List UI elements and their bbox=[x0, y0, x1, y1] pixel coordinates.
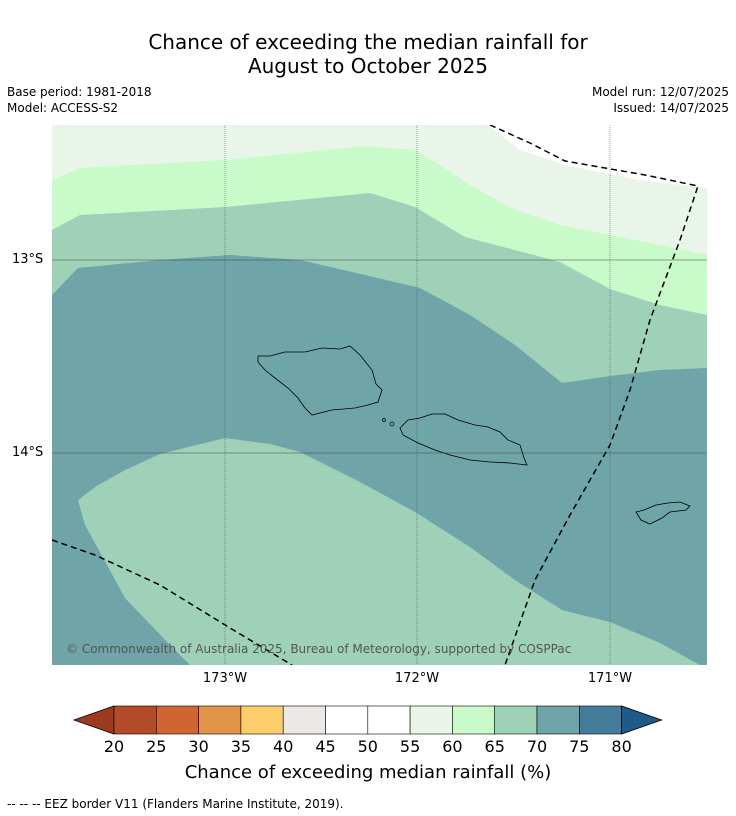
islet-manono bbox=[382, 418, 386, 422]
eez-border-north bbox=[489, 125, 699, 665]
lon-label-171w: 171°W bbox=[587, 671, 633, 686]
meta-right: Model run: 12/07/2025 Issued: 14/07/2025 bbox=[592, 84, 729, 116]
colorbar-segment bbox=[494, 705, 538, 735]
model-name: Model: ACCESS-S2 bbox=[7, 101, 119, 115]
colorbar-tick-label: 65 bbox=[484, 737, 505, 756]
colorbar-tick-label: 20 bbox=[103, 737, 125, 756]
lon-label-173w: 173°W bbox=[202, 671, 248, 686]
title-line-1: Chance of exceeding the median rainfall … bbox=[148, 30, 588, 54]
island-upolu-savaii bbox=[257, 345, 383, 416]
meta-left: Base period: 1981-2018 Model: ACCESS-S2 bbox=[7, 84, 152, 116]
colorbar-segment bbox=[113, 705, 157, 735]
copyright-text: © Commonwealth of Australia 2025, Bureau… bbox=[66, 642, 571, 656]
colorbar-segment bbox=[198, 705, 242, 735]
colorbar bbox=[72, 705, 663, 735]
map-panel bbox=[52, 125, 707, 665]
colorbar-segment bbox=[367, 705, 411, 735]
colorbar-segment bbox=[156, 705, 199, 735]
colorbar-segment bbox=[282, 705, 326, 735]
colorbar-tick-label: 35 bbox=[230, 737, 252, 756]
island-tutuila bbox=[635, 501, 691, 525]
band-65-70-south bbox=[52, 438, 700, 665]
colorbar-tick-label: 40 bbox=[273, 737, 294, 756]
colorbar-segment bbox=[240, 705, 284, 735]
colorbar-title: Chance of exceeding median rainfall (%) bbox=[184, 762, 552, 783]
lon-label-172w: 172°W bbox=[394, 671, 440, 686]
colorbar-extend-low bbox=[72, 705, 115, 735]
colorbar-tick-label: 75 bbox=[569, 737, 590, 756]
colorbar-tick-label: 55 bbox=[399, 737, 421, 756]
colorbar-segment bbox=[578, 705, 622, 735]
colorbar-tick-label: 25 bbox=[146, 737, 167, 756]
issued-date: Issued: 14/07/2025 bbox=[613, 101, 729, 115]
colorbar-tick-label: 30 bbox=[188, 737, 209, 756]
base-period: Base period: 1981-2018 bbox=[7, 85, 152, 99]
colorbar-tick-label: 70 bbox=[526, 737, 548, 756]
model-run: Model run: 12/07/2025 bbox=[591, 85, 729, 99]
colorbar-segment bbox=[536, 705, 580, 735]
colorbar-tick-label: 45 bbox=[315, 737, 336, 756]
colorbar-segment bbox=[452, 705, 495, 735]
island-upolu bbox=[399, 413, 528, 466]
lat-label-14s: 14°S bbox=[12, 445, 44, 460]
eez-footnote: -- -- -- EEZ border V11 (Flanders Marine… bbox=[7, 797, 344, 811]
colorbar-tick-label: 60 bbox=[442, 737, 463, 756]
colorbar-segment bbox=[325, 705, 369, 735]
colorbar-extend-high bbox=[621, 705, 663, 735]
colorbar-tick-label: 80 bbox=[611, 737, 632, 756]
eez-border-south bbox=[52, 539, 293, 665]
lat-label-13s: 13°S bbox=[12, 252, 44, 267]
map-title: Chance of exceeding the median rainfall … bbox=[0, 30, 736, 78]
colorbar-segment bbox=[409, 705, 453, 735]
islet-apolima bbox=[389, 421, 395, 427]
colorbar-tick-label: 50 bbox=[357, 737, 378, 756]
title-line-2: August to October 2025 bbox=[247, 54, 489, 78]
